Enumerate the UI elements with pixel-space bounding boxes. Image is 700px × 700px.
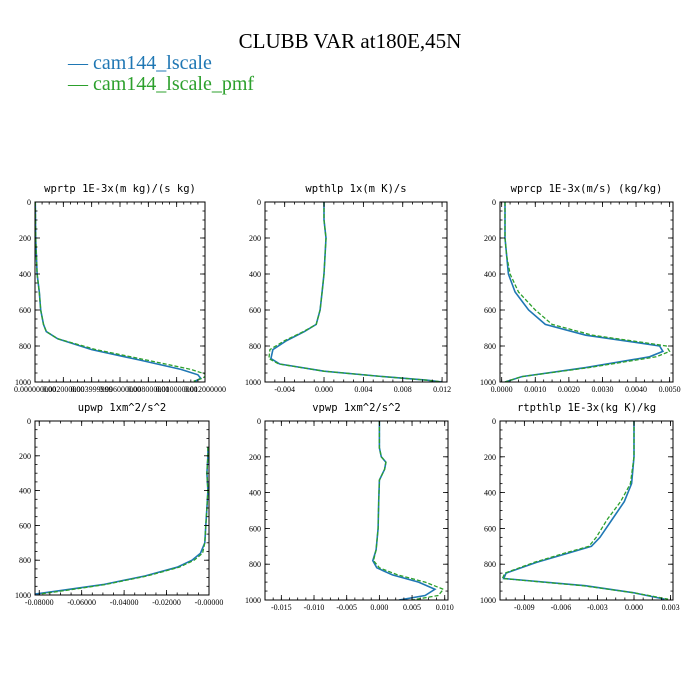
y-tick-label: 0 [257, 198, 261, 207]
x-tick-label: 0.002000000 [42, 385, 84, 394]
x-tick-label: 0.003999999 [71, 385, 113, 394]
y-tick-label: 400 [19, 487, 31, 496]
x-tick-label: 0.000 [370, 603, 388, 612]
y-tick-label: 200 [19, 234, 31, 243]
y-tick-label: 200 [484, 453, 496, 462]
y-tick-label: 400 [484, 270, 496, 279]
x-tick-label: 0.012 [433, 385, 451, 394]
x-tick-label: 0.000 [625, 603, 643, 612]
x-tick-label: -0.005 [336, 603, 357, 612]
x-tick-label: 0.000 [315, 385, 333, 394]
x-tick-label: -0.006 [551, 603, 572, 612]
x-tick-label: 0.006000000 [99, 385, 141, 394]
y-tick-label: 600 [19, 521, 31, 530]
x-tick-label: 0.005 [403, 603, 421, 612]
y-tick-label: 0 [492, 198, 496, 207]
x-tick-label: 0.008000000 [127, 385, 169, 394]
x-tick-label: 0.003 [662, 603, 680, 612]
series-line-cam144-lscale-pmf [268, 202, 443, 382]
panel-title: vpwp 1xm^2/s^2 [312, 402, 401, 414]
y-tick-label: 0 [27, 198, 31, 207]
y-tick-label: 600 [249, 306, 261, 315]
x-tick-label: -0.009 [514, 603, 535, 612]
x-tick-label: 0.0020 [558, 385, 580, 394]
legend-entry-lscale: — cam144_lscale [67, 52, 212, 74]
x-tick-label: 0.010 [436, 603, 454, 612]
y-tick-label: 0 [257, 417, 261, 426]
y-tick-label: 1000 [480, 596, 496, 605]
y-tick-label: 1000 [245, 378, 261, 387]
x-tick-label: -0.08000 [25, 598, 54, 607]
series-line-cam144-lscale-pmf [501, 421, 669, 600]
y-tick-label: 200 [484, 234, 496, 243]
x-tick-label: 0.008 [394, 385, 412, 394]
y-tick-label: 1000 [15, 591, 31, 600]
y-tick-label: 1000 [480, 378, 496, 387]
legend: — cam144_lscale — cam144_lscale_pmf [67, 52, 254, 95]
panel-title: wprcp 1E-3x(m/s) (kg/kg) [511, 183, 663, 195]
panel-6: rtpthlp 1E-3x(kg K)/kg 0 200 400 600 800 1000 -… [480, 402, 680, 612]
x-tick-label: 0.0050 [659, 385, 681, 394]
x-tick-label: -0.04000 [110, 598, 139, 607]
y-tick-label: 600 [19, 306, 31, 315]
figure-title: CLUBB VAR at180E,45N [239, 29, 462, 53]
y-tick-label: 800 [249, 560, 261, 569]
y-tick-label: 400 [484, 489, 496, 498]
x-tick-label: 0.000000000 [14, 385, 56, 394]
y-tick-label: 600 [484, 306, 496, 315]
y-tick-label: 1000 [245, 596, 261, 605]
x-tick-label: 0.0010 [524, 385, 546, 394]
panel-4: upwp 1xm^2/s^2 0 200 400 600 800 1000-0.08000 -… [15, 402, 223, 607]
y-tick-label: 800 [19, 342, 31, 351]
series-line-cam144-lscale-pmf [504, 202, 671, 382]
legend-entry-lscale-pmf: — cam144_lscale_pmf [67, 73, 254, 95]
y-tick-label: 200 [249, 453, 261, 462]
x-tick-label: -0.010 [304, 603, 325, 612]
x-tick-label: -0.06000 [67, 598, 96, 607]
y-tick-label: 800 [484, 342, 496, 351]
x-tick-label: 0.010000000 [156, 385, 198, 394]
y-tick-label: 600 [484, 524, 496, 533]
y-tick-label: 800 [19, 556, 31, 565]
y-tick-label: 800 [484, 560, 496, 569]
x-tick-label: -0.004 [274, 385, 295, 394]
panel-title: upwp 1xm^2/s^2 [78, 402, 167, 414]
panel-title: wpthlp 1x(m K)/s [305, 183, 406, 195]
panel-5: vpwp 1xm^2/s^2 0 200 400 600 800 1000 -0.015 -0.… [245, 402, 454, 612]
panel-title: rtpthlp 1E-3x(kg K)/kg [517, 402, 656, 414]
panel-title: wprtp 1E-3x(m kg)/(s kg) [44, 183, 196, 195]
y-tick-label: 200 [19, 452, 31, 461]
x-tick-label: 0.0030 [591, 385, 613, 394]
x-tick-label: 0.0040 [625, 385, 647, 394]
y-tick-label: 400 [249, 270, 261, 279]
x-tick-label: -0.02000 [152, 598, 181, 607]
y-tick-label: 600 [249, 524, 261, 533]
x-tick-label: 0.0000 [491, 385, 513, 394]
panel-2: wpthlp 1x(m K)/s 0 200 400 600 800 1000 -0.004 0… [245, 183, 451, 394]
panel-1: wprtp 1E-3x(m kg)/(s kg) 0 200 400 600 800 100… [14, 183, 226, 394]
y-tick-label: 400 [19, 270, 31, 279]
y-tick-label: 400 [249, 489, 261, 498]
y-tick-label: 0 [492, 417, 496, 426]
y-tick-label: 800 [249, 342, 261, 351]
x-tick-label: -0.003 [587, 603, 608, 612]
y-tick-label: 200 [249, 234, 261, 243]
x-tick-label: 0.012000000 [184, 385, 226, 394]
panel-3: wprcp 1E-3x(m/s) (kg/kg) 0 200 400 600 800 100… [480, 183, 681, 394]
x-tick-label: -0.00000 [195, 598, 224, 607]
x-tick-label: -0.015 [271, 603, 292, 612]
panels: wprtp 1E-3x(m kg)/(s kg) 0 200 400 600 800 100… [14, 183, 681, 612]
series-line-cam144-lscale-pmf [35, 202, 205, 382]
y-tick-label: 1000 [15, 378, 31, 387]
x-tick-label: 0.004 [354, 385, 372, 394]
series-line-cam144-lscale-pmf [372, 421, 445, 600]
y-tick-label: 0 [27, 417, 31, 426]
